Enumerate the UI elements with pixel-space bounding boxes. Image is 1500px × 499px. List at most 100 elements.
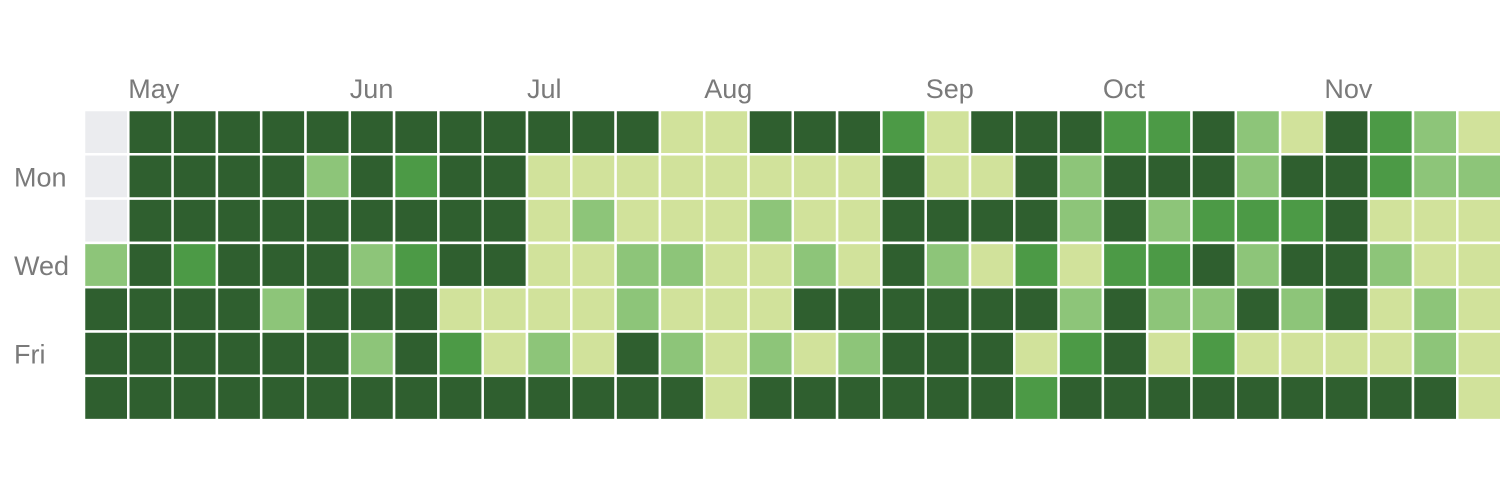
- heatmap-cell: [348, 330, 396, 378]
- heatmap-cell: [481, 285, 529, 333]
- heatmap-cell: [1145, 241, 1193, 289]
- month-label: Nov: [1324, 74, 1373, 104]
- heatmap-cell: [304, 330, 352, 378]
- heatmap-cell: [658, 153, 706, 200]
- heatmap-cell: [702, 285, 750, 333]
- heatmap-cell: [348, 374, 396, 422]
- heatmap-cell: [259, 285, 307, 333]
- heatmap-cell: [1411, 108, 1459, 156]
- heatmap-cell: [835, 374, 883, 422]
- heatmap-cell: [1234, 374, 1282, 422]
- heatmap-cell: [525, 108, 573, 156]
- month-label: Jun: [350, 74, 394, 104]
- heatmap-cell: [127, 153, 174, 200]
- heatmap-cell: [392, 197, 440, 245]
- heatmap-cell: [968, 285, 1016, 333]
- heatmap-cell: [924, 153, 972, 200]
- heatmap-cell: [702, 241, 750, 289]
- heatmap-cell: [171, 330, 219, 378]
- heatmap-cell: [1145, 153, 1193, 200]
- heatmap-cell: [1278, 374, 1326, 422]
- heatmap-cell: [1057, 153, 1105, 200]
- heatmap-cell: [570, 197, 617, 245]
- day-label: Wed: [14, 251, 69, 281]
- heatmap-cell: [348, 197, 396, 245]
- heatmap-cell: [614, 108, 662, 156]
- heatmap-cell: [304, 241, 352, 289]
- heatmap-cells: [82, 108, 1500, 422]
- heatmap-cell: [570, 330, 617, 378]
- heatmap-cell: [1411, 374, 1459, 422]
- heatmap-cell: [348, 241, 396, 289]
- heatmap-cell: [392, 330, 440, 378]
- heatmap-cell: [747, 108, 795, 156]
- heatmap-cell: [880, 330, 927, 378]
- heatmap-cell: [658, 241, 706, 289]
- heatmap-cell: [791, 241, 839, 289]
- heatmap-cell: [1101, 374, 1149, 422]
- heatmap-cell: [658, 108, 706, 156]
- heatmap-cell: [437, 241, 484, 289]
- heatmap-cell: [1367, 153, 1415, 200]
- heatmap-cell: [171, 108, 219, 156]
- heatmap-cell: [968, 108, 1016, 156]
- heatmap-cell: [1323, 285, 1370, 333]
- month-label: Aug: [704, 74, 752, 104]
- heatmap-cell: [1234, 330, 1282, 378]
- heatmap-cell: [1013, 108, 1060, 156]
- heatmap-cell: [259, 330, 307, 378]
- heatmap-cell: [127, 108, 174, 156]
- heatmap-cell: [215, 285, 263, 333]
- heatmap-cell: [835, 108, 883, 156]
- heatmap-cell: [1101, 108, 1149, 156]
- heatmap-cell: [1234, 108, 1282, 156]
- heatmap-cell: [614, 285, 662, 333]
- heatmap-cell: [658, 374, 706, 422]
- heatmap-cell: [968, 153, 1016, 200]
- heatmap-cell: [1278, 330, 1326, 378]
- heatmap-cell: [880, 108, 927, 156]
- heatmap-cell: [1456, 241, 1500, 289]
- heatmap-cell: [481, 241, 529, 289]
- heatmap-cell: [1013, 374, 1060, 422]
- heatmap-cell: [82, 241, 130, 289]
- heatmap-cell: [1013, 285, 1060, 333]
- heatmap-cell: [791, 108, 839, 156]
- heatmap-cell: [1234, 241, 1282, 289]
- heatmap-cell: [1411, 153, 1459, 200]
- heatmap-cell: [1278, 285, 1326, 333]
- heatmap-cell: [924, 374, 972, 422]
- heatmap-cell: [570, 241, 617, 289]
- heatmap-cell: [791, 197, 839, 245]
- heatmap-cell: [1057, 241, 1105, 289]
- heatmap-cell: [215, 374, 263, 422]
- heatmap-cell: [82, 285, 130, 333]
- heatmap-cell: [1411, 330, 1459, 378]
- heatmap-cell: [481, 108, 529, 156]
- heatmap-cell: [1057, 374, 1105, 422]
- heatmap-cell: [82, 108, 130, 156]
- heatmap-cell: [880, 153, 927, 200]
- heatmap-cell: [1278, 153, 1326, 200]
- heatmap-cell: [747, 153, 795, 200]
- heatmap-cell: [215, 108, 263, 156]
- heatmap-cell: [1190, 285, 1238, 333]
- heatmap-cell: [1057, 285, 1105, 333]
- heatmap-cell: [259, 241, 307, 289]
- heatmap-cell: [1013, 153, 1060, 200]
- heatmap-cell: [1323, 197, 1370, 245]
- heatmap-cell: [835, 285, 883, 333]
- heatmap-cell: [1145, 330, 1193, 378]
- heatmap-cell: [1411, 241, 1459, 289]
- heatmap-cell: [968, 241, 1016, 289]
- heatmap-cell: [702, 153, 750, 200]
- heatmap-cell: [835, 153, 883, 200]
- heatmap-cell: [392, 374, 440, 422]
- heatmap-cell: [1101, 285, 1149, 333]
- heatmap-cell: [570, 108, 617, 156]
- heatmap-cell: [215, 241, 263, 289]
- heatmap-cell: [880, 197, 927, 245]
- heatmap-cell: [614, 330, 662, 378]
- heatmap-cell: [304, 197, 352, 245]
